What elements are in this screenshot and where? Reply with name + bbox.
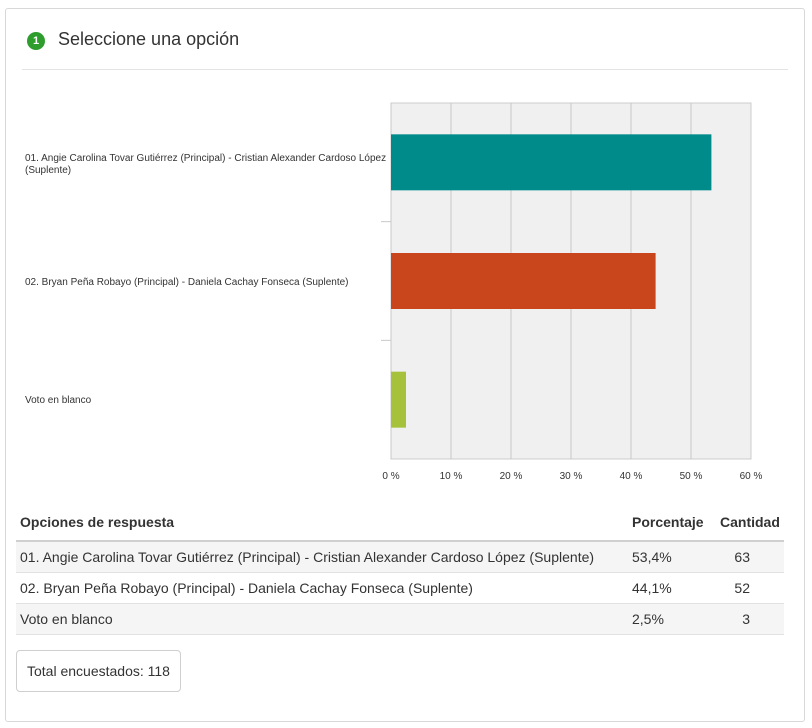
question-number-badge: 1 <box>27 32 45 50</box>
row-option: Voto en blanco <box>16 603 628 635</box>
row-count: 3 <box>716 603 784 635</box>
x-tick-label: 10 % <box>440 471 463 482</box>
table-row: Voto en blanco 2,5% 3 <box>16 603 784 635</box>
header-option: Opciones de respuesta <box>16 510 628 542</box>
x-tick-label: 0 % <box>382 471 399 482</box>
question-header: 1 Seleccione una opción <box>22 25 788 70</box>
row-option: 02. Bryan Peña Robayo (Principal) - Dani… <box>16 572 628 604</box>
bar <box>391 253 656 309</box>
category-label: 02. Bryan Peña Robayo (Principal) - Dani… <box>25 277 349 288</box>
bar <box>391 134 712 191</box>
table-row: 02. Bryan Peña Robayo (Principal) - Dani… <box>16 572 784 604</box>
results-table: Opciones de respuesta Porcentaje Cantida… <box>16 510 784 635</box>
table-header-row: Opciones de respuesta Porcentaje Cantida… <box>16 510 784 542</box>
header-percent: Porcentaje <box>628 510 716 542</box>
x-tick-label: 40 % <box>620 471 643 482</box>
row-percent: 44,1% <box>628 572 716 604</box>
table-row: 01. Angie Carolina Tovar Gutiérrez (Prin… <box>16 541 784 573</box>
x-tick-label: 20 % <box>500 471 523 482</box>
bar-chart: 0 % 10 % 20 % 30 % 40 % 50 % 60 % <box>381 102 763 482</box>
category-label: 01. Angie Carolina Tovar Gutiérrez (Prin… <box>25 153 387 176</box>
row-count: 63 <box>716 541 784 573</box>
bar <box>391 371 406 428</box>
x-tick-label: 50 % <box>680 471 703 482</box>
x-tick-label: 60 % <box>740 471 763 482</box>
row-percent: 2,5% <box>628 603 716 635</box>
row-option: 01. Angie Carolina Tovar Gutiérrez (Prin… <box>16 541 628 573</box>
total-respondents: Total encuestados: 118 <box>16 650 181 692</box>
row-count: 52 <box>716 572 784 604</box>
row-percent: 53,4% <box>628 541 716 573</box>
header-count: Cantidad <box>716 510 784 542</box>
x-tick-label: 30 % <box>560 471 583 482</box>
question-title: Seleccione una opción <box>58 29 240 49</box>
category-label: Voto en blanco <box>25 395 92 406</box>
